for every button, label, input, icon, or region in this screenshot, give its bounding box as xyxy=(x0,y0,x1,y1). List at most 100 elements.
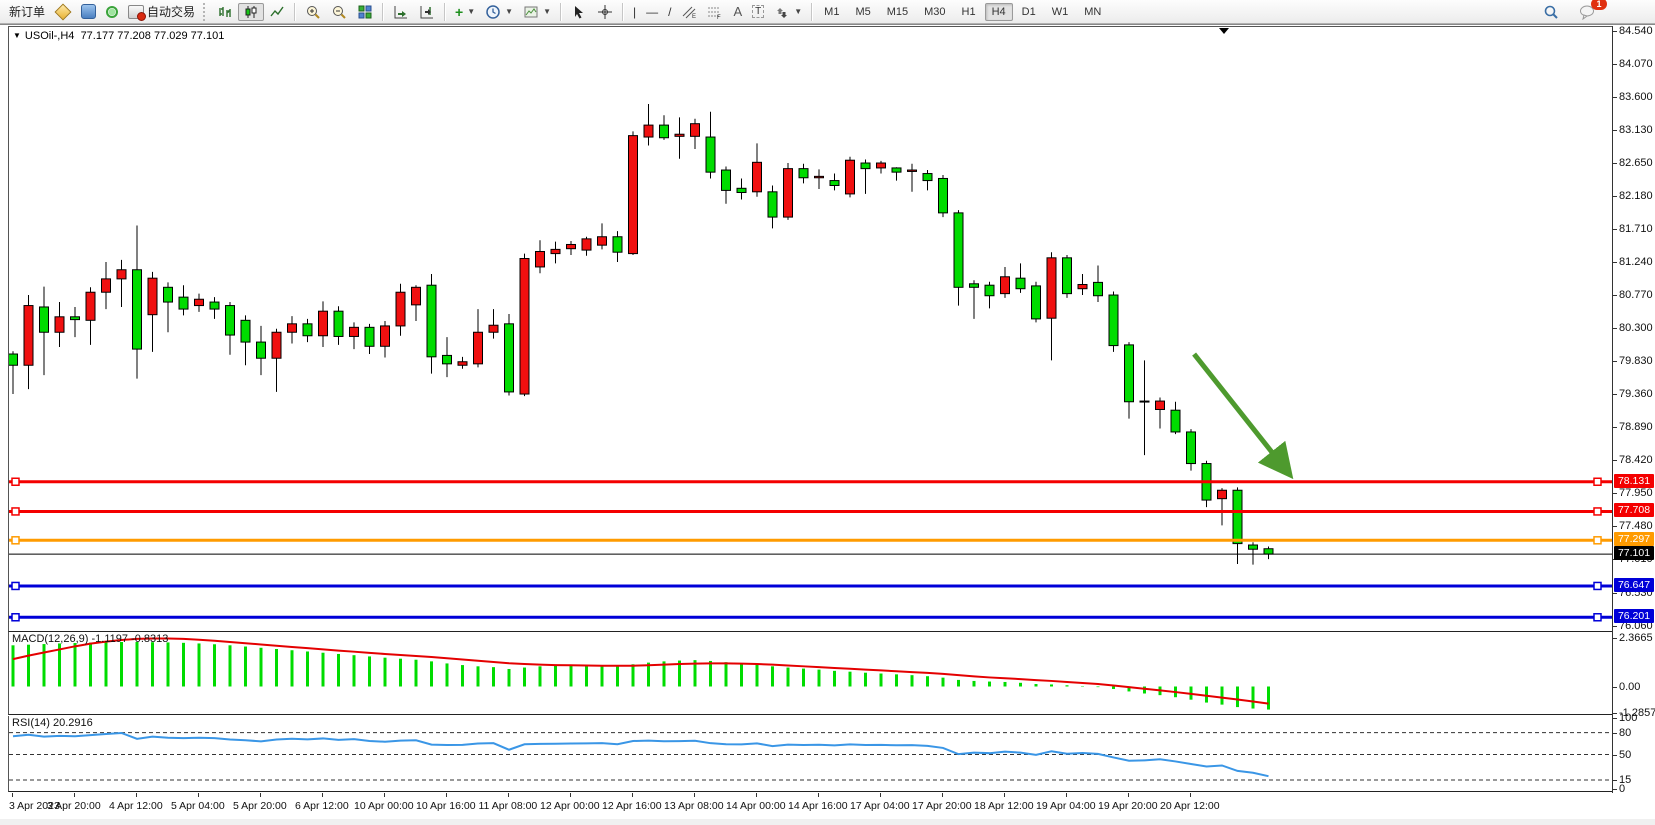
line-chart-mode-button[interactable] xyxy=(264,3,290,21)
price-line-handle[interactable] xyxy=(1593,613,1602,622)
label-tool[interactable]: T xyxy=(747,3,769,21)
text-label-icon: T xyxy=(752,5,765,18)
time-tick xyxy=(1128,793,1129,797)
tile-windows-button[interactable] xyxy=(352,3,378,21)
price-tick-label: 79.830 xyxy=(1619,355,1653,368)
time-tick xyxy=(384,793,385,797)
candlestick-chart[interactable] xyxy=(9,27,1613,631)
price-line-label-76.647: 76.647 xyxy=(1614,577,1654,592)
chart-shift-icon xyxy=(420,5,434,18)
chart-symbol-period: USOil-,H4 xyxy=(24,30,75,42)
candle-chart-mode-button[interactable] xyxy=(238,2,265,21)
price-axis-border xyxy=(1612,26,1613,793)
timeframe-h1[interactable]: H1 xyxy=(961,5,976,18)
bar-chart-mode-button[interactable] xyxy=(212,3,238,21)
axis-tick xyxy=(1613,732,1617,734)
auto-trading-button[interactable]: 自动交易 xyxy=(123,3,200,21)
search-button[interactable] xyxy=(1538,3,1564,21)
new-chart-button[interactable] xyxy=(50,3,76,21)
main-toolbar: 新订单 自动交易 xyxy=(0,0,1655,24)
chat-button[interactable]: 1 xyxy=(1574,0,1607,21)
new-order-label: 新订单 xyxy=(9,5,46,19)
trendline-icon: / xyxy=(668,4,672,19)
price-line-handle[interactable] xyxy=(11,536,20,545)
price-tick-label: 76.060 xyxy=(1619,620,1653,633)
time-tick xyxy=(322,793,323,797)
text-icon: A xyxy=(733,3,743,19)
time-tick xyxy=(942,793,943,797)
fibonacci-tool[interactable]: F xyxy=(702,3,728,21)
horizontal-line-tool[interactable]: — xyxy=(641,3,663,21)
chart-shift-marker[interactable] xyxy=(1218,28,1229,34)
auto-scroll-button[interactable] xyxy=(388,3,414,21)
toolbar-separator xyxy=(382,2,385,21)
timeframe-m5[interactable]: M5 xyxy=(855,5,871,18)
bar-chart-icon xyxy=(219,6,231,17)
axis-tick xyxy=(1613,196,1617,198)
time-label: 18 Apr 12:00 xyxy=(974,800,1034,812)
zoom-out-button[interactable] xyxy=(326,3,352,21)
main-price-pane[interactable]: ▼ USOil-,H4 77.177 77.208 77.029 77.101 xyxy=(8,26,1613,632)
time-tick xyxy=(508,793,509,797)
crosshair-tool-button[interactable] xyxy=(592,3,618,21)
price-line-handle[interactable] xyxy=(1593,581,1602,591)
zoom-in-icon xyxy=(307,5,320,19)
candlestick-chart-icon xyxy=(245,5,257,18)
timeframe-m30[interactable]: M30 xyxy=(924,5,946,18)
rsi-chart[interactable] xyxy=(9,716,1613,791)
rsi-pane[interactable]: RSI(14) 20.2916 xyxy=(8,716,1613,792)
period-button[interactable]: ▼ xyxy=(480,3,518,21)
symbol-dropdown-icon[interactable]: ▼ xyxy=(13,31,21,40)
arrows-tool[interactable]: ▼ xyxy=(769,3,807,21)
signal-icon xyxy=(106,5,119,18)
diamond-icon xyxy=(54,3,72,20)
price-line-label-77.101: 77.101 xyxy=(1614,546,1654,561)
price-line-handle[interactable] xyxy=(11,477,20,486)
macd-pane[interactable]: MACD(12,26,9) -1.1197 -0.8313 xyxy=(8,632,1613,715)
timeframe-h4[interactable]: H4 xyxy=(984,2,1013,21)
price-line-handle[interactable] xyxy=(1593,477,1602,486)
chart-window: ▼ USOil-,H4 77.177 77.208 77.029 77.101 M… xyxy=(0,24,1655,825)
price-line-handle[interactable] xyxy=(1593,507,1602,516)
signal-button[interactable] xyxy=(101,3,123,21)
chart-shift-button[interactable] xyxy=(414,3,440,21)
timeframe-mn[interactable]: MN xyxy=(1084,5,1102,18)
toolbar-grip xyxy=(203,2,209,21)
macd-chart[interactable] xyxy=(9,632,1613,714)
timeframe-m1[interactable]: M1 xyxy=(824,5,840,18)
timeframe-w1[interactable]: W1 xyxy=(1051,5,1069,18)
community-button[interactable] xyxy=(76,3,101,21)
rsi-axis-label: 15 xyxy=(1619,774,1632,787)
rsi-axis-label: 0 xyxy=(1619,783,1626,795)
timeframe-m15[interactable]: M15 xyxy=(886,5,909,18)
axis-tick xyxy=(1613,637,1617,639)
chevron-down-icon: ▼ xyxy=(467,7,476,16)
time-axis[interactable]: 3 Apr 2023 3 Apr 20:00 4 Apr 12:00 5 Apr 04… xyxy=(8,793,1612,819)
price-line-handle[interactable] xyxy=(11,613,20,622)
axis-tick xyxy=(1613,789,1617,790)
axis-tick xyxy=(1613,712,1617,714)
text-tool[interactable]: A xyxy=(728,3,747,21)
cursor-tool-button[interactable] xyxy=(566,3,592,21)
zoom-out-icon xyxy=(333,5,346,19)
vertical-line-tool[interactable]: | xyxy=(628,3,641,21)
new-order-button[interactable]: 新订单 xyxy=(4,3,50,21)
zoom-in-button[interactable] xyxy=(300,3,326,21)
channel-tool[interactable]: E xyxy=(676,3,702,21)
toolbar-separator xyxy=(294,2,297,21)
time-label: 3 Apr 2023 xyxy=(9,800,60,812)
add-indicator-button[interactable]: + ▼ xyxy=(450,3,480,21)
time-label: 14 Apr 16:00 xyxy=(788,800,848,812)
price-tick-label: 84.540 xyxy=(1619,24,1653,37)
trendline-tool[interactable]: / xyxy=(663,3,676,21)
time-label: 19 Apr 20:00 xyxy=(1098,800,1158,812)
price-axis[interactable]: 84.540 84.070 83.600 83.130 82.650 82.180 81.7… xyxy=(1613,24,1655,795)
chat-icon xyxy=(1580,5,1594,20)
chevron-down-icon: ▼ xyxy=(794,7,803,16)
price-line-handle[interactable] xyxy=(11,581,20,591)
template-button[interactable]: ▼ xyxy=(518,3,556,21)
price-line-handle[interactable] xyxy=(1593,536,1602,545)
trend-arrow-annotation[interactable] xyxy=(1192,352,1294,480)
price-line-handle[interactable] xyxy=(11,507,20,516)
timeframe-d1[interactable]: D1 xyxy=(1021,5,1036,18)
